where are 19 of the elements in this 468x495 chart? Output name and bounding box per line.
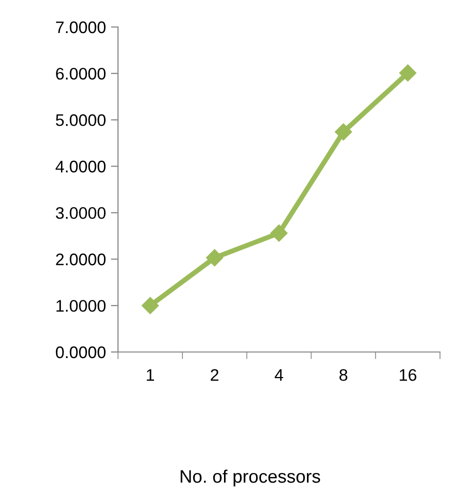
- y-tick-label: 7.0000: [56, 21, 106, 34]
- x-tick-label: 1: [146, 369, 154, 381]
- point: [399, 64, 416, 82]
- x-tick-label: 8: [339, 369, 348, 381]
- y-tick-label: 3.0000: [56, 207, 106, 219]
- y-tick-label: 1.0000: [56, 300, 106, 312]
- y-tick-label: 0.0000: [56, 346, 106, 358]
- x-axis-title: No. of processors: [180, 470, 320, 486]
- y-tick-label: 4.0000: [56, 160, 106, 172]
- x-tick-label: 16: [400, 369, 416, 381]
- x-tick-label: 2: [210, 369, 218, 381]
- point: [206, 249, 224, 266]
- y-tick-label: 2.0000: [56, 254, 106, 266]
- y-tick-label: 6.0000: [56, 68, 106, 80]
- y-tick-label: 5.0000: [56, 114, 106, 126]
- x-tick-label: 4: [274, 369, 284, 381]
- point: [270, 224, 288, 242]
- point: [142, 297, 159, 314]
- point: [334, 123, 352, 140]
